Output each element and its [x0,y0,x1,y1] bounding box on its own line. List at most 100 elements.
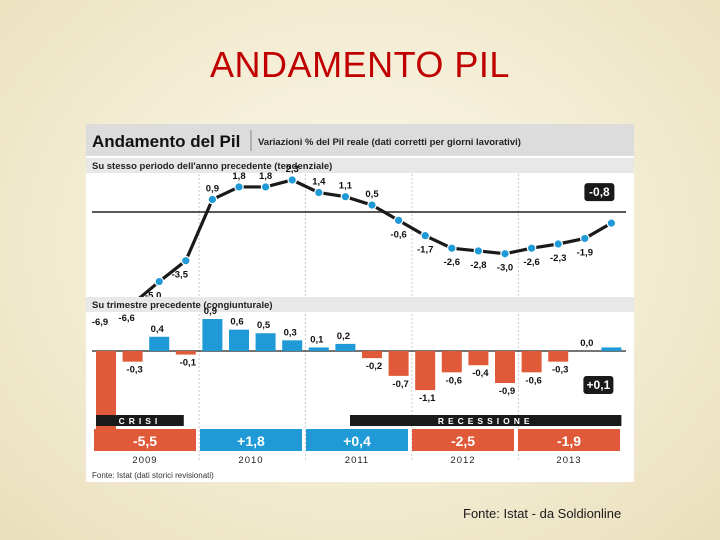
annual-value-4: -1,9 [557,433,581,449]
value-label-yoy-9: 1,1 [339,181,353,192]
bar-qoq-19 [601,347,622,351]
bar-qoq-10 [362,351,382,359]
value-label-qoq-15: -0,9 [499,386,515,397]
year-label-0: 2009 [132,455,157,466]
value-label-qoq-12: -1,1 [419,393,436,404]
annual-value-3: -2,5 [451,433,475,449]
value-label-qoq-5: 0,6 [230,317,243,328]
year-label-2: 2011 [345,455,369,466]
bar-qoq-5 [229,329,249,351]
value-label-yoy-11: -0,6 [390,229,406,240]
point-yoy-10 [367,200,377,210]
value-label-qoq-19: +0,1 [587,378,611,392]
bar-qoq-9 [335,343,356,351]
slide-title: ANDAMENTO PIL [210,44,510,85]
point-yoy-14 [473,246,484,256]
point-yoy-15 [500,248,510,259]
bar-qoq-13 [441,351,462,373]
point-yoy-8 [314,187,324,198]
value-label-qoq-11: -0,7 [392,379,408,390]
value-label-yoy-14: -2,8 [470,260,486,271]
point-yoy-5 [234,182,244,192]
value-label-yoy-8: 1,4 [312,177,326,188]
annual-box-1 [200,429,302,451]
chart-title: Andamento del Pil [92,132,240,151]
chart-subtitle: Variazioni % del Pil reale (dati corrett… [258,137,521,148]
last-value-box-yoy [584,183,615,202]
bar-qoq-6 [255,333,276,351]
value-label-qoq-16: -0,6 [525,375,541,386]
annual-value-2: +0,4 [343,433,371,449]
value-label-qoq-3: -0,1 [180,358,197,369]
value-label-yoy-15: -3,0 [497,263,513,274]
value-label-yoy-0: -6,9 [92,317,108,328]
source-note: Fonte: Istat - da Soldionline [463,506,622,521]
annual-box-4 [518,429,620,451]
value-label-qoq-4: 0,9 [204,306,217,317]
point-yoy-4 [207,194,218,205]
section-label-qoq: Su trimestre precedente (congiunturale) [92,300,273,311]
section-label-yoy: Su stesso periodo dell'anno precedente (… [92,161,332,172]
value-label-qoq-14: -0,4 [472,368,489,379]
value-label-yoy-3: -3,5 [172,270,189,281]
annual-box-3 [412,429,514,451]
value-label-qoq-13: -0,6 [446,375,462,386]
gdp-chart: Andamento del Pil Variazioni % del Pil re… [86,124,634,480]
phase-label-1: RECESSIONE [438,416,534,426]
bar-qoq-3 [175,351,196,355]
point-yoy-2 [154,276,164,287]
value-label-yoy-12: -1,7 [417,245,433,256]
bar-qoq-7 [282,340,303,351]
year-label-1: 2010 [238,455,263,466]
bar-qoq-4 [202,319,223,351]
value-label-yoy-4: 0,9 [206,183,219,194]
phase-bar-1 [350,415,622,426]
bar-qoq-16 [521,351,542,373]
point-yoy-19 [606,218,617,228]
bar-qoq-15 [495,351,515,383]
value-label-yoy-17: -2,3 [550,253,566,264]
value-label-yoy-18: -1,9 [577,247,593,258]
point-yoy-17 [553,239,563,249]
annual-box-2 [306,429,408,451]
value-label-qoq-17: -0,3 [552,365,568,376]
value-label-qoq-7: 0,3 [284,327,297,338]
bar-qoq-1 [122,351,143,362]
bar-qoq-11 [388,351,409,376]
bar-qoq-14 [468,351,489,366]
annual-value-0: -5,5 [133,433,157,449]
point-yoy-11 [393,215,404,226]
year-label-3: 2012 [450,455,475,466]
last-value-box-qoq [583,376,614,394]
section-band-yoy [86,158,634,173]
value-label-yoy-1: -6,6 [118,313,134,324]
header-band [86,124,634,156]
value-label-yoy-2: -5,0 [145,291,161,302]
series-line-yoy [105,178,613,310]
point-yoy-3 [181,255,191,266]
value-label-yoy-13: -2,6 [444,257,460,268]
annual-box-0 [94,429,196,451]
value-label-yoy-6: 1,8 [259,171,272,182]
value-label-qoq-2: 0,4 [151,324,165,335]
figure-source: Fonte: Istat (dati storici revisionati) [92,471,214,480]
annual-value-1: +1,8 [237,433,265,449]
phase-label-0: CRISI [119,416,162,426]
value-label-yoy-19: -0,8 [589,185,610,199]
year-label-4: 2013 [556,455,581,466]
value-label-qoq-10: -0,2 [366,361,382,372]
bar-qoq-8 [308,347,329,351]
point-yoy-18 [579,233,590,244]
value-label-yoy-5: 1,8 [232,171,245,182]
gdp-infographic: Andamento del Pil Variazioni % del Pil re… [86,124,634,482]
phase-bar-0 [96,415,184,426]
value-label-yoy-10: 0,5 [365,189,379,200]
point-yoy-12 [420,230,430,241]
point-yoy-16 [526,243,537,253]
point-yoy-6 [260,182,271,192]
value-label-yoy-16: -2,6 [523,257,539,268]
point-yoy-13 [446,243,457,253]
value-label-qoq-6: 0,5 [257,320,271,331]
point-yoy-7 [287,175,297,185]
section-band-qoq [86,297,634,312]
